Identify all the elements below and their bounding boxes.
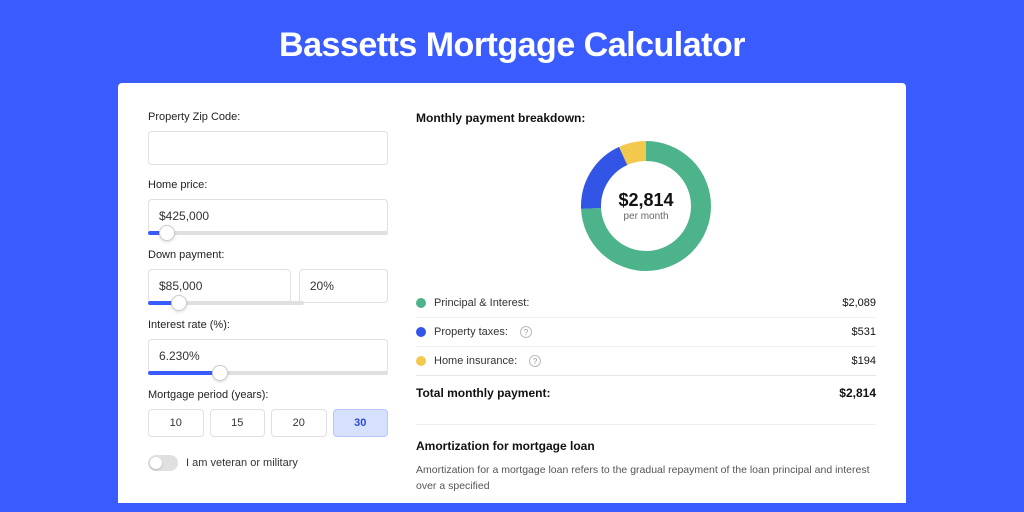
home-price-slider[interactable] (148, 231, 388, 235)
legend-dot (416, 298, 426, 308)
legend-value: $531 (852, 326, 876, 338)
breakdown-title: Monthly payment breakdown: (416, 111, 876, 125)
veteran-label: I am veteran or military (186, 457, 298, 469)
period-option-20[interactable]: 20 (271, 409, 327, 437)
info-icon[interactable]: ? (529, 355, 541, 367)
veteran-row: I am veteran or military (148, 455, 388, 471)
veteran-toggle[interactable] (148, 455, 178, 471)
total-label: Total monthly payment: (416, 386, 550, 400)
legend-row: Principal & Interest: $2,089 (416, 289, 876, 317)
calculator-card: Property Zip Code: Home price: Down paym… (118, 83, 906, 503)
period-option-30[interactable]: 30 (333, 409, 389, 437)
legend-value: $2,089 (842, 297, 876, 309)
amortization-text: Amortization for a mortgage loan refers … (416, 463, 876, 495)
legend-value: $194 (852, 355, 876, 367)
interest-rate-slider-thumb[interactable] (212, 365, 228, 381)
down-payment-pct-input[interactable] (299, 269, 388, 303)
interest-rate-group: Interest rate (%): (148, 319, 388, 375)
legend-dot (416, 327, 426, 337)
total-value: $2,814 (839, 386, 876, 400)
period-option-15[interactable]: 15 (210, 409, 266, 437)
legend-row: Property taxes:? $531 (416, 317, 876, 346)
legend-label: Property taxes: (434, 326, 508, 338)
down-payment-amount-input[interactable] (148, 269, 291, 303)
period-option-10[interactable]: 10 (148, 409, 204, 437)
amortization-title: Amortization for mortgage loan (416, 439, 876, 453)
legend-row: Home insurance:? $194 (416, 346, 876, 375)
legend-label: Principal & Interest: (434, 297, 529, 309)
donut-container: $2,814 per month (416, 135, 876, 289)
home-price-label: Home price: (148, 179, 388, 191)
down-payment-slider-thumb[interactable] (171, 295, 187, 311)
donut-sub: per month (623, 211, 668, 222)
donut-center: $2,814 per month (581, 141, 711, 271)
input-panel: Property Zip Code: Home price: Down paym… (148, 111, 388, 503)
home-price-group: Home price: (148, 179, 388, 235)
interest-rate-slider-fill (148, 371, 220, 375)
zip-input[interactable] (148, 131, 388, 165)
period-options: 10152030 (148, 409, 388, 437)
legend-label: Home insurance: (434, 355, 517, 367)
period-label: Mortgage period (years): (148, 389, 388, 401)
legend-list: Principal & Interest: $2,089 Property taxe… (416, 289, 876, 375)
total-row: Total monthly payment: $2,814 (416, 375, 876, 410)
interest-rate-slider[interactable] (148, 371, 388, 375)
amortization-section: Amortization for mortgage loan Amortizat… (416, 424, 876, 495)
page-title: Bassetts Mortgage Calculator (0, 0, 1024, 83)
legend-dot (416, 356, 426, 366)
period-group: Mortgage period (years): 10152030 (148, 389, 388, 437)
interest-rate-label: Interest rate (%): (148, 319, 388, 331)
zip-label: Property Zip Code: (148, 111, 388, 123)
interest-rate-input[interactable] (148, 339, 388, 373)
breakdown-panel: Monthly payment breakdown: $2,814 per mo… (416, 111, 876, 503)
down-payment-label: Down payment: (148, 249, 388, 261)
zip-field-group: Property Zip Code: (148, 111, 388, 165)
info-icon[interactable]: ? (520, 326, 532, 338)
home-price-input[interactable] (148, 199, 388, 233)
home-price-slider-thumb[interactable] (159, 225, 175, 241)
donut-amount: $2,814 (618, 190, 673, 211)
down-payment-group: Down payment: (148, 249, 388, 305)
payment-donut-chart: $2,814 per month (581, 141, 711, 271)
down-payment-slider[interactable] (148, 301, 304, 305)
